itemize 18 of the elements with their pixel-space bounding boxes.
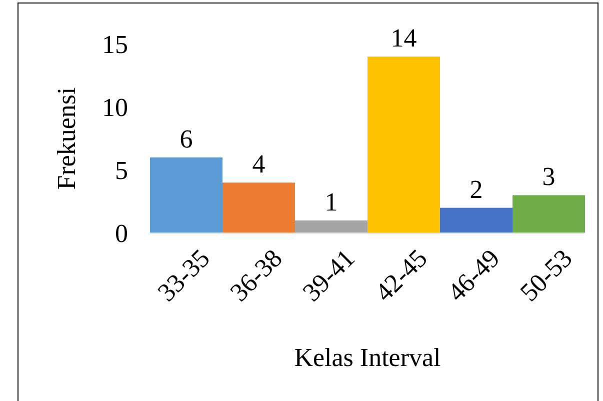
bar bbox=[368, 56, 440, 233]
bar bbox=[222, 182, 295, 233]
data-label: 4 bbox=[252, 150, 266, 179]
y-tick-label: 15 bbox=[102, 30, 128, 60]
y-tick-label: 5 bbox=[115, 156, 128, 186]
data-label: 3 bbox=[542, 162, 556, 192]
bar bbox=[512, 195, 585, 233]
bar bbox=[295, 220, 368, 233]
bar bbox=[440, 208, 512, 233]
bar bbox=[150, 157, 222, 233]
data-label: 6 bbox=[180, 124, 193, 154]
data-label: 2 bbox=[470, 174, 483, 204]
y-tick-label: 10 bbox=[102, 93, 128, 122]
data-label: 14 bbox=[390, 24, 417, 53]
y-tick-label: 0 bbox=[115, 219, 128, 248]
y-axis-title: Frekuensi bbox=[52, 87, 81, 190]
x-axis-title: Kelas Interval bbox=[294, 343, 441, 372]
data-label: 1 bbox=[324, 187, 338, 216]
